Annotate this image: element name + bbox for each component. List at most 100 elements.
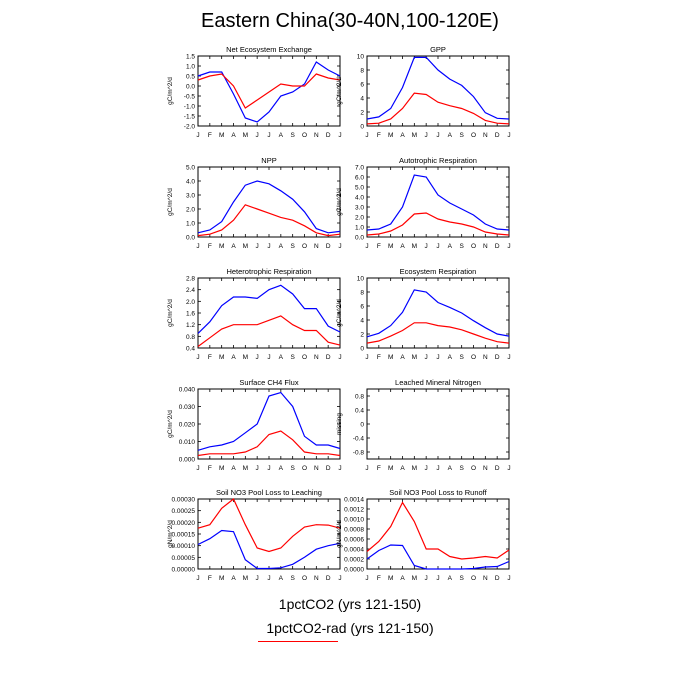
x-tick-label: M [388, 465, 393, 472]
x-tick-label: J [436, 354, 439, 361]
y-tick-label: 0.030 [179, 404, 196, 411]
panel-title: Ecosystem Respiration [400, 267, 477, 276]
plot-frame [366, 166, 510, 238]
x-tick-label: M [388, 243, 393, 250]
y-tick-label: 5.0 [355, 185, 364, 192]
series-line-1pctco2 [197, 391, 341, 451]
y-tick-label: 6 [360, 82, 364, 89]
y-tick-label: 1.0 [186, 64, 195, 71]
y-tick-label: 2 [360, 110, 364, 117]
x-tick-label: D [326, 575, 331, 582]
x-tick-label: S [290, 354, 295, 361]
y-tick-label: 0.0008 [344, 527, 364, 534]
y-tick-label: 0.0004 [344, 547, 364, 554]
x-tick-label: A [279, 243, 284, 250]
panel-title: Leached Mineral Nitrogen [395, 378, 481, 387]
y-tick-label: -1.0 [184, 104, 196, 111]
y-tick-label: 0.0014 [344, 497, 364, 504]
x-tick-label: A [448, 354, 453, 361]
x-tick-label: J [196, 243, 199, 250]
x-tick-label: J [365, 465, 368, 472]
x-tick-label: A [400, 354, 405, 361]
y-tick-label: 0.00000 [172, 567, 196, 574]
y-tick-label: 3.0 [186, 193, 195, 200]
chart-panel-8: Leached Mineral Nitrogen -0.8 -0.4 0 0.4 0.8 J… [336, 378, 511, 472]
y-tick-label: 4 [360, 318, 364, 325]
x-tick-label: O [471, 132, 476, 139]
x-tick-label: O [302, 132, 307, 139]
chart-panel-7: Surface CH4 Flux 0.000 0.010 0.020 0.030 0.04… [167, 378, 342, 472]
y-tick-label: 2.0 [186, 299, 195, 306]
series-line-1pctco2 [197, 529, 341, 570]
plot-frame [366, 55, 510, 127]
y-tick-label: 0.020 [179, 422, 196, 429]
y-tick-label: 0.010 [179, 439, 196, 446]
panel-title: Soil NO3 Pool Loss to Runoff [389, 488, 487, 497]
y-tick-label: 5.0 [186, 165, 195, 172]
x-tick-label: M [412, 465, 417, 472]
x-tick-label: N [483, 243, 488, 250]
y-tick-label: 0.5 [186, 74, 195, 81]
y-tick-label: 0.0 [186, 84, 195, 91]
series-line-1pctco2 [366, 289, 510, 338]
x-tick-label: S [290, 243, 295, 250]
y-tick-label: 2.0 [355, 215, 364, 222]
x-tick-label: N [483, 575, 488, 582]
x-tick-label: M [388, 575, 393, 582]
x-tick-label: J [365, 354, 368, 361]
x-tick-label: A [231, 132, 236, 139]
y-tick-label: 0.8 [186, 334, 195, 341]
x-tick-label: A [231, 354, 236, 361]
plot-frame [197, 388, 341, 460]
x-tick-label: J [425, 465, 428, 472]
y-tick-label: -0.8 [353, 450, 365, 457]
series-line-1pctco2 [366, 544, 510, 570]
y-tick-label: 0.4 [186, 346, 195, 353]
x-tick-label: J [338, 354, 341, 361]
x-tick-label: J [436, 465, 439, 472]
y-tick-label: 0.000 [179, 457, 196, 464]
x-tick-label: J [338, 465, 341, 472]
x-tick-label: M [219, 575, 224, 582]
chart-panel-4: Autotrophic Respiration 0.0 1.0 2.0 3.0 4.0 5.… [336, 156, 511, 250]
x-tick-label: A [400, 243, 405, 250]
x-tick-label: O [302, 243, 307, 250]
x-tick-label: S [459, 575, 464, 582]
legend-label-1pctco2: 1pctCO2 (yrs 121-150) [278, 596, 422, 612]
x-tick-label: N [314, 132, 319, 139]
y-tick-label: 4 [360, 96, 364, 103]
x-tick-label: J [196, 575, 199, 582]
legend-line-1pctco2-rad [258, 641, 338, 642]
plot-frame [197, 55, 341, 127]
x-tick-label: J [196, 354, 199, 361]
x-tick-label: M [219, 465, 224, 472]
x-tick-label: M [243, 575, 248, 582]
x-tick-label: N [483, 465, 488, 472]
x-tick-label: A [279, 575, 284, 582]
series-line-1pctco2 [197, 180, 341, 234]
x-tick-label: J [436, 132, 439, 139]
x-tick-label: J [338, 575, 341, 582]
x-tick-label: S [290, 132, 295, 139]
x-tick-label: D [495, 575, 500, 582]
x-tick-label: M [243, 243, 248, 250]
legend-label-1pctco2-rad: 1pctCO2-rad (yrs 121-150) [266, 620, 434, 636]
x-tick-label: N [483, 354, 488, 361]
x-tick-label: O [471, 354, 476, 361]
x-tick-label: S [290, 575, 295, 582]
y-axis-label: gC/m^2/d [167, 299, 174, 327]
x-tick-label: A [400, 575, 405, 582]
plot-frame [366, 498, 510, 570]
y-tick-label: 0.0012 [344, 507, 364, 514]
x-tick-label: M [243, 354, 248, 361]
y-tick-label: 1.6 [186, 311, 195, 318]
x-tick-label: N [314, 465, 319, 472]
x-tick-label: A [448, 465, 453, 472]
x-tick-label: A [279, 465, 284, 472]
plot-frame [366, 388, 510, 460]
x-tick-label: J [256, 575, 259, 582]
series-line-1pctco2-rad [197, 204, 341, 237]
